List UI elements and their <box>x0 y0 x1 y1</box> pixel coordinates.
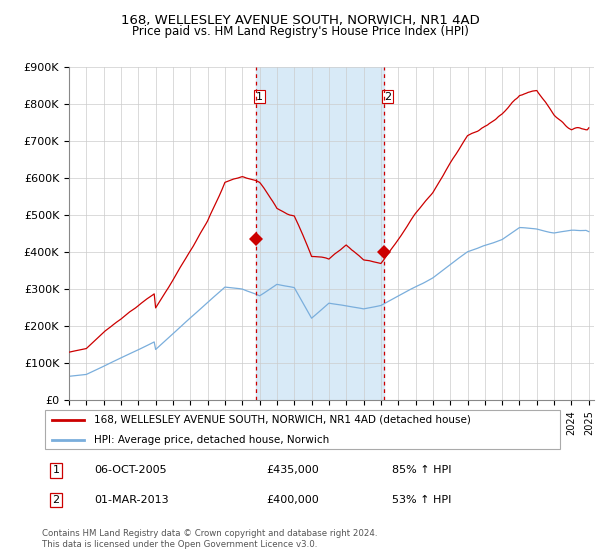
Text: Price paid vs. HM Land Registry's House Price Index (HPI): Price paid vs. HM Land Registry's House … <box>131 25 469 38</box>
Text: 06-OCT-2005: 06-OCT-2005 <box>94 465 167 475</box>
Bar <box>256 67 384 400</box>
Text: £400,000: £400,000 <box>266 495 319 505</box>
Text: 2: 2 <box>384 92 391 102</box>
Text: 53% ↑ HPI: 53% ↑ HPI <box>392 495 451 505</box>
Text: Contains HM Land Registry data © Crown copyright and database right 2024.
This d: Contains HM Land Registry data © Crown c… <box>42 529 377 549</box>
Text: HPI: Average price, detached house, Norwich: HPI: Average price, detached house, Norw… <box>94 435 329 445</box>
FancyBboxPatch shape <box>44 410 560 449</box>
Text: 168, WELLESLEY AVENUE SOUTH, NORWICH, NR1 4AD (detached house): 168, WELLESLEY AVENUE SOUTH, NORWICH, NR… <box>94 415 471 424</box>
Text: 2: 2 <box>52 495 59 505</box>
Text: 1: 1 <box>256 92 263 102</box>
Text: 1: 1 <box>52 465 59 475</box>
Text: 01-MAR-2013: 01-MAR-2013 <box>94 495 169 505</box>
Text: 85% ↑ HPI: 85% ↑ HPI <box>392 465 451 475</box>
Text: £435,000: £435,000 <box>266 465 319 475</box>
Text: 168, WELLESLEY AVENUE SOUTH, NORWICH, NR1 4AD: 168, WELLESLEY AVENUE SOUTH, NORWICH, NR… <box>121 14 479 27</box>
